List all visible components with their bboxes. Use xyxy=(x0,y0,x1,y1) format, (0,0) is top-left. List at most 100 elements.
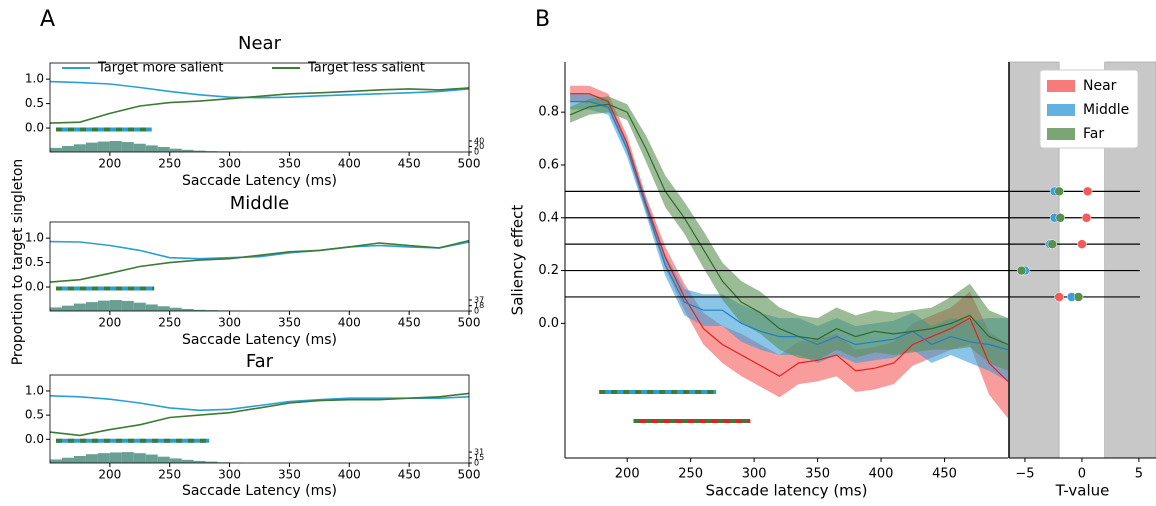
y-tick-label: 1.0 xyxy=(25,72,44,86)
histogram-bar xyxy=(169,148,182,152)
histogram-bar xyxy=(193,150,206,152)
y-tick-label: 0.5 xyxy=(25,255,44,269)
x-tick-label: 200 xyxy=(98,157,121,171)
y2-tick-label: 40 xyxy=(474,136,484,145)
histogram-bar xyxy=(109,452,122,463)
y-axis-label: Saliency effect xyxy=(509,205,527,316)
histogram-bar xyxy=(133,143,146,152)
histogram-bar xyxy=(157,306,170,311)
x-tick-label: 400 xyxy=(338,316,361,330)
plot-frame xyxy=(49,374,470,464)
y-axis-label: Proportion to target singleton xyxy=(10,159,26,366)
histogram-bar xyxy=(85,454,98,463)
series-line xyxy=(50,240,469,260)
series-line xyxy=(50,239,469,283)
point xyxy=(1055,213,1066,223)
x-tick-label: 500 xyxy=(458,157,481,171)
legend-swatch xyxy=(1047,104,1075,116)
histogram-bar xyxy=(50,147,62,152)
x-tick-label: 250 xyxy=(158,316,181,330)
histogram-bar xyxy=(73,455,86,463)
x-axis-label: Saccade Latency (ms) xyxy=(182,173,337,189)
x-tick-label: 450 xyxy=(398,468,421,482)
legend-label: Target less salient xyxy=(307,61,425,76)
histogram-bar xyxy=(157,456,170,463)
legend-label: Near xyxy=(1083,78,1117,94)
histogram-bar xyxy=(50,459,62,463)
x-tick-label: 500 xyxy=(458,468,481,482)
x-tick-label: 400 xyxy=(869,467,894,482)
histogram-bar xyxy=(133,302,146,311)
point xyxy=(1082,186,1093,197)
y2-tick-label: 37 xyxy=(474,296,484,305)
legend-label: Target more salient xyxy=(97,61,223,76)
legend-swatch xyxy=(1047,128,1075,140)
series-line xyxy=(570,101,1008,351)
chart-title: Far xyxy=(246,351,274,372)
x-tick-label: 350 xyxy=(805,467,830,482)
histogram-bar xyxy=(50,307,62,311)
y2-tick-label: 0 xyxy=(474,148,479,157)
x-axis-label: T-value xyxy=(1055,482,1110,500)
histogram-bar xyxy=(193,309,206,311)
legend-label: Middle xyxy=(1083,102,1129,118)
histogram-bar xyxy=(61,305,74,311)
x-tick-label: 300 xyxy=(218,468,241,482)
histogram-bar xyxy=(73,144,86,152)
histogram-bar xyxy=(205,151,218,152)
x-tick-label: 300 xyxy=(218,316,241,330)
histogram-bar xyxy=(193,460,206,463)
y2-tick-label: 18 xyxy=(474,301,484,310)
x-tick-label: 5 xyxy=(1135,467,1143,482)
x-tick-label: 400 xyxy=(338,157,361,171)
x-tick-label: 350 xyxy=(278,316,301,330)
histogram-bar xyxy=(145,454,158,463)
histogram-bar xyxy=(85,302,98,311)
x-tick-label: 450 xyxy=(398,316,421,330)
legend-swatch xyxy=(1047,80,1075,92)
histogram-bar xyxy=(181,308,194,311)
point xyxy=(1016,265,1027,276)
y-tick-label: 1.0 xyxy=(25,231,44,245)
histogram-bar xyxy=(61,145,74,152)
point xyxy=(1054,186,1064,197)
series-line xyxy=(569,103,1008,346)
y2-tick-label: 0 xyxy=(474,459,479,468)
confidence-band xyxy=(570,96,1008,371)
legend-label: Far xyxy=(1083,126,1104,142)
histogram-bar xyxy=(97,453,110,463)
x-tick-label: 250 xyxy=(158,157,181,171)
histogram-bar xyxy=(121,300,134,311)
point xyxy=(1077,239,1087,249)
histogram-bar xyxy=(109,140,122,152)
y-tick-label: 0.5 xyxy=(25,96,44,110)
histogram-bar xyxy=(145,145,158,152)
y-tick-label: 0.0 xyxy=(25,280,44,294)
panel-label: B xyxy=(535,7,550,32)
y-tick-label: 0.8 xyxy=(538,105,559,120)
y-tick-label: 0.2 xyxy=(538,263,559,278)
x-axis-label: Saccade Latency (ms) xyxy=(182,332,337,348)
x-tick-label: −5 xyxy=(1015,467,1034,482)
histogram-bar xyxy=(205,310,218,311)
point xyxy=(1081,213,1092,223)
x-axis-label: Saccade Latency (ms) xyxy=(182,483,337,499)
plot-frame xyxy=(49,221,470,312)
x-tick-label: 500 xyxy=(458,316,481,330)
x-tick-label: 300 xyxy=(218,157,241,171)
y2-tick-label: 15 xyxy=(474,453,484,462)
histogram-bar xyxy=(121,452,134,463)
point xyxy=(1073,292,1084,302)
histogram-bar xyxy=(109,300,122,311)
x-tick-label: 200 xyxy=(98,468,121,482)
y2-tick-label: 20 xyxy=(474,142,484,151)
x-tick-label: 400 xyxy=(338,468,361,482)
y-tick-label: 0.6 xyxy=(538,157,559,172)
chart-title: Near xyxy=(238,33,282,54)
histogram-bar xyxy=(169,458,182,463)
histogram-bar xyxy=(73,303,86,311)
histogram-bar xyxy=(169,307,182,311)
histogram-bar xyxy=(121,142,134,152)
x-tick-label: 350 xyxy=(278,468,301,482)
